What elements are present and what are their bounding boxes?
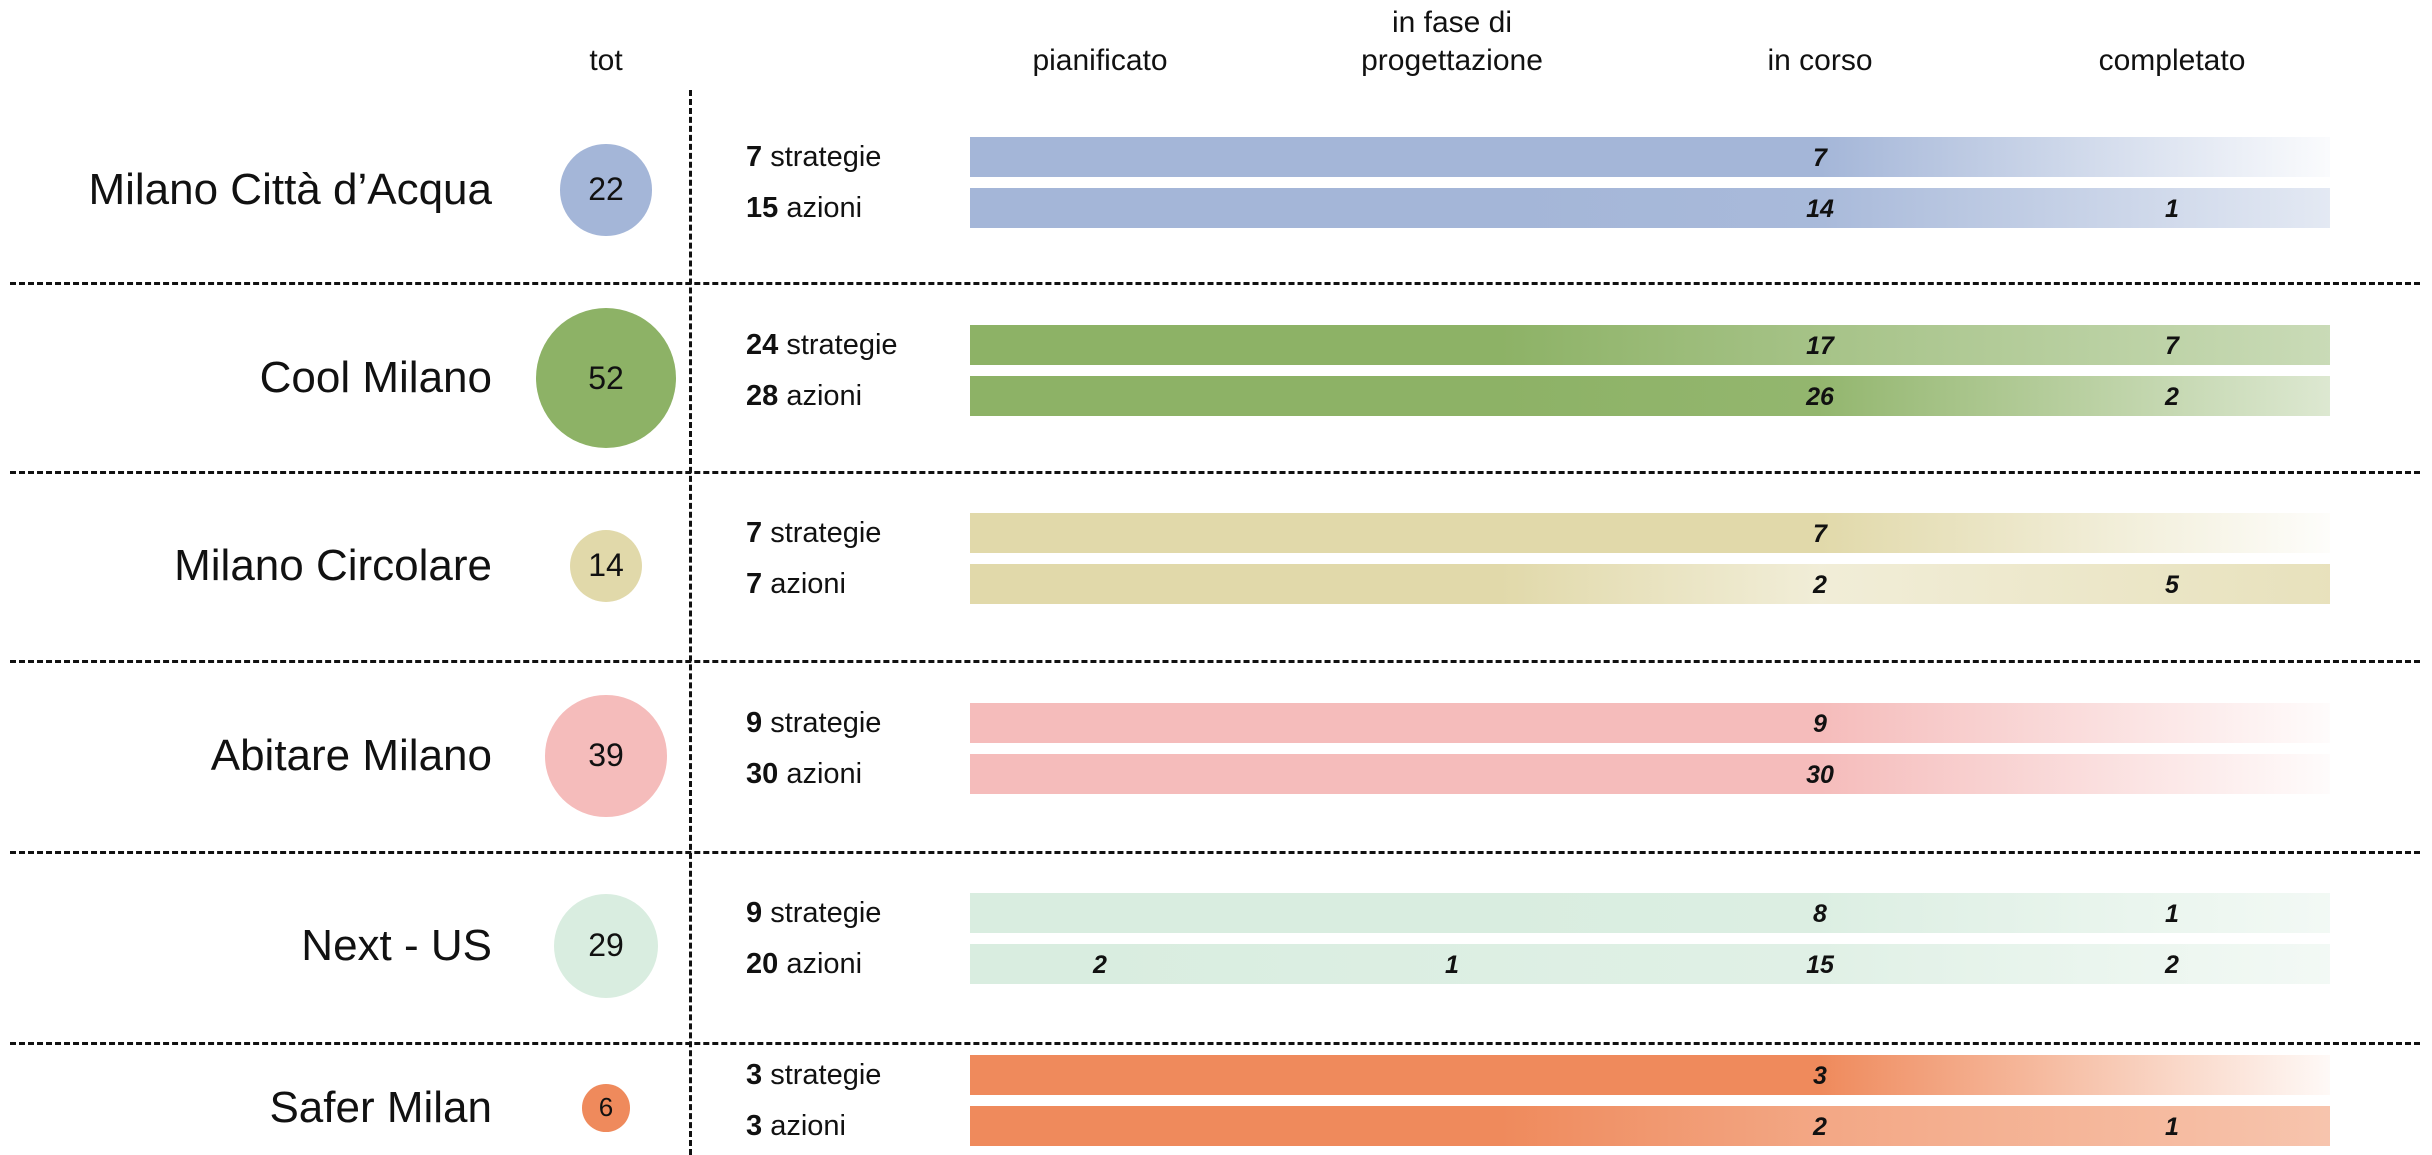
row-separator — [10, 851, 2420, 854]
strategie-count-label: 7 strategie — [746, 515, 881, 551]
azioni-label: azioni — [778, 758, 863, 790]
row-separator — [10, 471, 2420, 474]
azioni-count-label: 28 azioni — [746, 378, 862, 414]
azioni-bar: 26 2 — [970, 376, 2330, 416]
bar-value-label: 17 — [1806, 332, 1834, 360]
row-separator — [10, 660, 2420, 663]
bar-value-label: 14 — [1806, 195, 1834, 223]
azioni-count-label: 7 azioni — [746, 566, 846, 602]
bar-value-label: 7 — [1813, 520, 1827, 548]
bar-value-label: 2 — [1093, 951, 1107, 979]
strategie-bar: 9 — [970, 703, 2330, 743]
bar-value-label: 7 — [1813, 144, 1827, 172]
azioni-count-label: 30 azioni — [746, 756, 862, 792]
strategie-label: strategie — [762, 1059, 882, 1091]
total-bubble: 6 — [582, 1084, 630, 1132]
azioni-count: 20 — [746, 948, 779, 980]
azioni-count-label: 3 azioni — [746, 1108, 846, 1144]
bar-value-label: 30 — [1806, 761, 1834, 789]
azioni-count: 28 — [746, 380, 779, 412]
strategie-count: 3 — [746, 1059, 763, 1091]
row-separator — [10, 1042, 2420, 1045]
bar-value-label: 2 — [1813, 1113, 1827, 1141]
strategie-bar: 7 — [970, 513, 2330, 553]
bar-value-label: 2 — [2165, 383, 2179, 411]
strategie-label: strategie — [778, 329, 898, 361]
strategie-bar: 3 — [970, 1055, 2330, 1095]
row-name: Milano Circolare — [174, 541, 492, 590]
bar-value-label: 1 — [1445, 951, 1459, 979]
strategie-count: 7 — [746, 141, 763, 173]
strategie-count: 7 — [746, 517, 763, 549]
bar-value-label: 1 — [2165, 195, 2179, 223]
azioni-label: azioni — [778, 948, 863, 980]
strategie-label: strategie — [762, 517, 882, 549]
azioni-label: azioni — [762, 568, 846, 600]
strategie-label: strategie — [762, 707, 882, 739]
strategie-label: strategie — [762, 141, 882, 173]
strategie-count: 9 — [746, 897, 763, 929]
strategie-count-label: 9 strategie — [746, 705, 881, 741]
azioni-count: 3 — [746, 1110, 763, 1142]
azioni-label: azioni — [778, 192, 863, 224]
azioni-count-label: 15 azioni — [746, 190, 862, 226]
bar-value-label: 9 — [1813, 710, 1827, 738]
header-stage-0: pianificato — [1032, 44, 1168, 77]
total-bubble: 22 — [560, 144, 652, 236]
row-name: Safer Milan — [269, 1083, 492, 1132]
vertical-divider — [689, 90, 692, 1155]
header-stage-1: in fase di progettazione — [1361, 6, 1543, 77]
bar-value-label: 5 — [2165, 571, 2179, 599]
strategie-count-label: 7 strategie — [746, 139, 881, 175]
row-name: Next - US — [301, 921, 492, 970]
azioni-count: 30 — [746, 758, 779, 790]
strategie-count-label: 3 strategie — [746, 1057, 881, 1093]
strategie-count: 24 — [746, 329, 779, 361]
azioni-label: azioni — [778, 380, 863, 412]
total-bubble: 52 — [536, 308, 676, 448]
header-stage-3: completato — [2098, 44, 2246, 77]
azioni-count: 7 — [746, 568, 763, 600]
header-stage-2: in corso — [1767, 44, 1873, 77]
strategie-count-label: 9 strategie — [746, 895, 881, 931]
total-bubble: 39 — [545, 695, 667, 817]
azioni-count: 15 — [746, 192, 779, 224]
bar-value-label: 1 — [2165, 900, 2179, 928]
azioni-label: azioni — [762, 1110, 846, 1142]
bar-value-label: 7 — [2165, 332, 2179, 360]
bar-value-label: 8 — [1813, 900, 1827, 928]
azioni-count-label: 20 azioni — [746, 946, 862, 982]
bar-value-label: 26 — [1806, 383, 1834, 411]
bar-value-label: 3 — [1813, 1062, 1827, 1090]
row-name: Cool Milano — [259, 353, 492, 402]
azioni-bar: 30 — [970, 754, 2330, 794]
strategie-count-label: 24 strategie — [746, 327, 898, 363]
azioni-bar: 14 1 — [970, 188, 2330, 228]
bar-value-label: 1 — [2165, 1113, 2179, 1141]
row-name: Milano Città d’Acqua — [88, 165, 492, 214]
row-separator — [10, 282, 2420, 285]
total-bubble: 14 — [569, 529, 643, 603]
azioni-bar: 2 1 15 2 — [970, 944, 2330, 984]
bar-value-label: 15 — [1806, 951, 1834, 979]
strategie-bar: 17 7 — [970, 325, 2330, 365]
strategie-bar: 7 — [970, 137, 2330, 177]
strategie-count: 9 — [746, 707, 763, 739]
total-bubble: 29 — [553, 893, 659, 999]
bar-value-label: 2 — [1813, 571, 1827, 599]
bar-value-label: 2 — [2165, 951, 2179, 979]
row-name: Abitare Milano — [210, 731, 492, 780]
header-tot: tot — [589, 44, 623, 77]
strategie-label: strategie — [762, 897, 882, 929]
